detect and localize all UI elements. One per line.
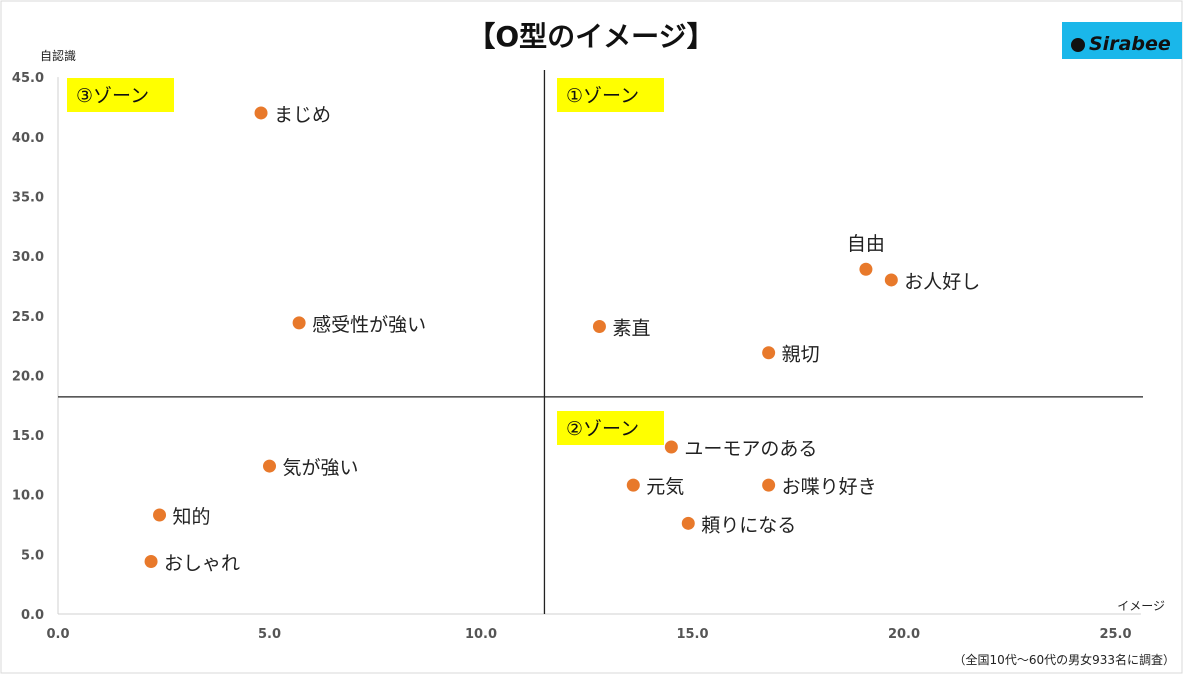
y-tick-label: 45.0 <box>12 71 44 86</box>
point-marker <box>762 346 776 360</box>
point-label: 知的 <box>173 506 211 528</box>
y-tick-label: 15.0 <box>12 429 44 444</box>
x-axis-label: イメージ <box>1117 599 1165 613</box>
data-point: 親切 <box>762 344 820 366</box>
data-point: まじめ <box>254 104 331 126</box>
data-point: 素直 <box>592 317 650 339</box>
x-tick-label: 20.0 <box>888 627 920 642</box>
data-point: ユーモアのある <box>664 438 817 460</box>
x-tick-label: 10.0 <box>465 627 497 642</box>
point-marker <box>859 262 873 276</box>
point-marker <box>592 319 606 333</box>
y-tick-label: 20.0 <box>12 369 44 384</box>
x-tick-label: 5.0 <box>258 627 281 642</box>
x-tick-label: 0.0 <box>46 627 69 642</box>
data-point: 感受性が強い <box>292 314 426 336</box>
data-point: 頼りになる <box>681 514 796 536</box>
zone-label: ③ゾーン <box>67 78 174 112</box>
point-marker <box>144 555 158 569</box>
logo-mark-icon <box>1071 38 1085 52</box>
chart-title: 【O型のイメージ】 <box>467 20 714 53</box>
point-label: 親切 <box>782 344 820 366</box>
data-point: おしゃれ <box>144 553 240 575</box>
point-marker <box>681 516 695 530</box>
point-marker <box>292 316 306 330</box>
point-marker <box>664 440 678 454</box>
y-tick-label: 5.0 <box>21 548 44 563</box>
data-point: 元気 <box>626 476 684 498</box>
point-label: 頼りになる <box>701 514 796 536</box>
y-tick-label: 0.0 <box>21 608 44 623</box>
zone-label: ②ゾーン <box>557 411 664 445</box>
point-marker <box>626 478 640 492</box>
point-label: まじめ <box>274 104 331 126</box>
point-label: 気が強い <box>283 457 359 479</box>
point-label: お人好し <box>904 271 980 293</box>
y-axis-label: 自認識 <box>40 48 76 63</box>
chart-frame <box>0 0 1183 674</box>
point-marker <box>263 459 276 473</box>
data-point: 自由 <box>847 233 885 276</box>
point-label: 自由 <box>847 233 885 255</box>
y-tick-label: 30.0 <box>12 250 44 265</box>
zone-label: ①ゾーン <box>557 78 664 112</box>
point-label: 感受性が強い <box>312 314 426 336</box>
data-point: お喋り好き <box>762 476 877 498</box>
footnote: （全国10代〜60代の男女933名に調査） <box>954 652 1175 667</box>
point-label: おしゃれ <box>164 553 240 575</box>
zone-label-text: ③ゾーン <box>76 85 149 107</box>
zone-label-text: ②ゾーン <box>566 418 639 440</box>
zone-label-bg <box>67 78 174 112</box>
point-marker <box>884 273 898 287</box>
x-tick-label: 15.0 <box>676 627 708 642</box>
data-point: 知的 <box>153 506 211 528</box>
y-tick-label: 35.0 <box>12 190 44 205</box>
data-point: お人好し <box>884 271 980 293</box>
y-tick-label: 40.0 <box>12 131 44 146</box>
logo-text: Sirabee <box>1089 33 1171 55</box>
data-point: 気が強い <box>263 457 359 479</box>
point-label: 元気 <box>646 476 684 498</box>
x-tick-label: 25.0 <box>1099 627 1131 642</box>
zone-label-bg <box>557 78 664 112</box>
y-tick-label: 25.0 <box>12 310 44 325</box>
point-marker <box>762 478 776 492</box>
zone-label-bg <box>557 411 664 445</box>
point-label: ユーモアのある <box>684 438 817 460</box>
point-label: お喋り好き <box>782 476 877 498</box>
point-marker <box>153 508 167 522</box>
point-label: 素直 <box>612 317 650 339</box>
zone-label-text: ①ゾーン <box>566 85 639 107</box>
y-tick-label: 10.0 <box>12 489 44 504</box>
sirabee-logo: Sirabee <box>1062 22 1182 59</box>
point-marker <box>254 106 268 120</box>
